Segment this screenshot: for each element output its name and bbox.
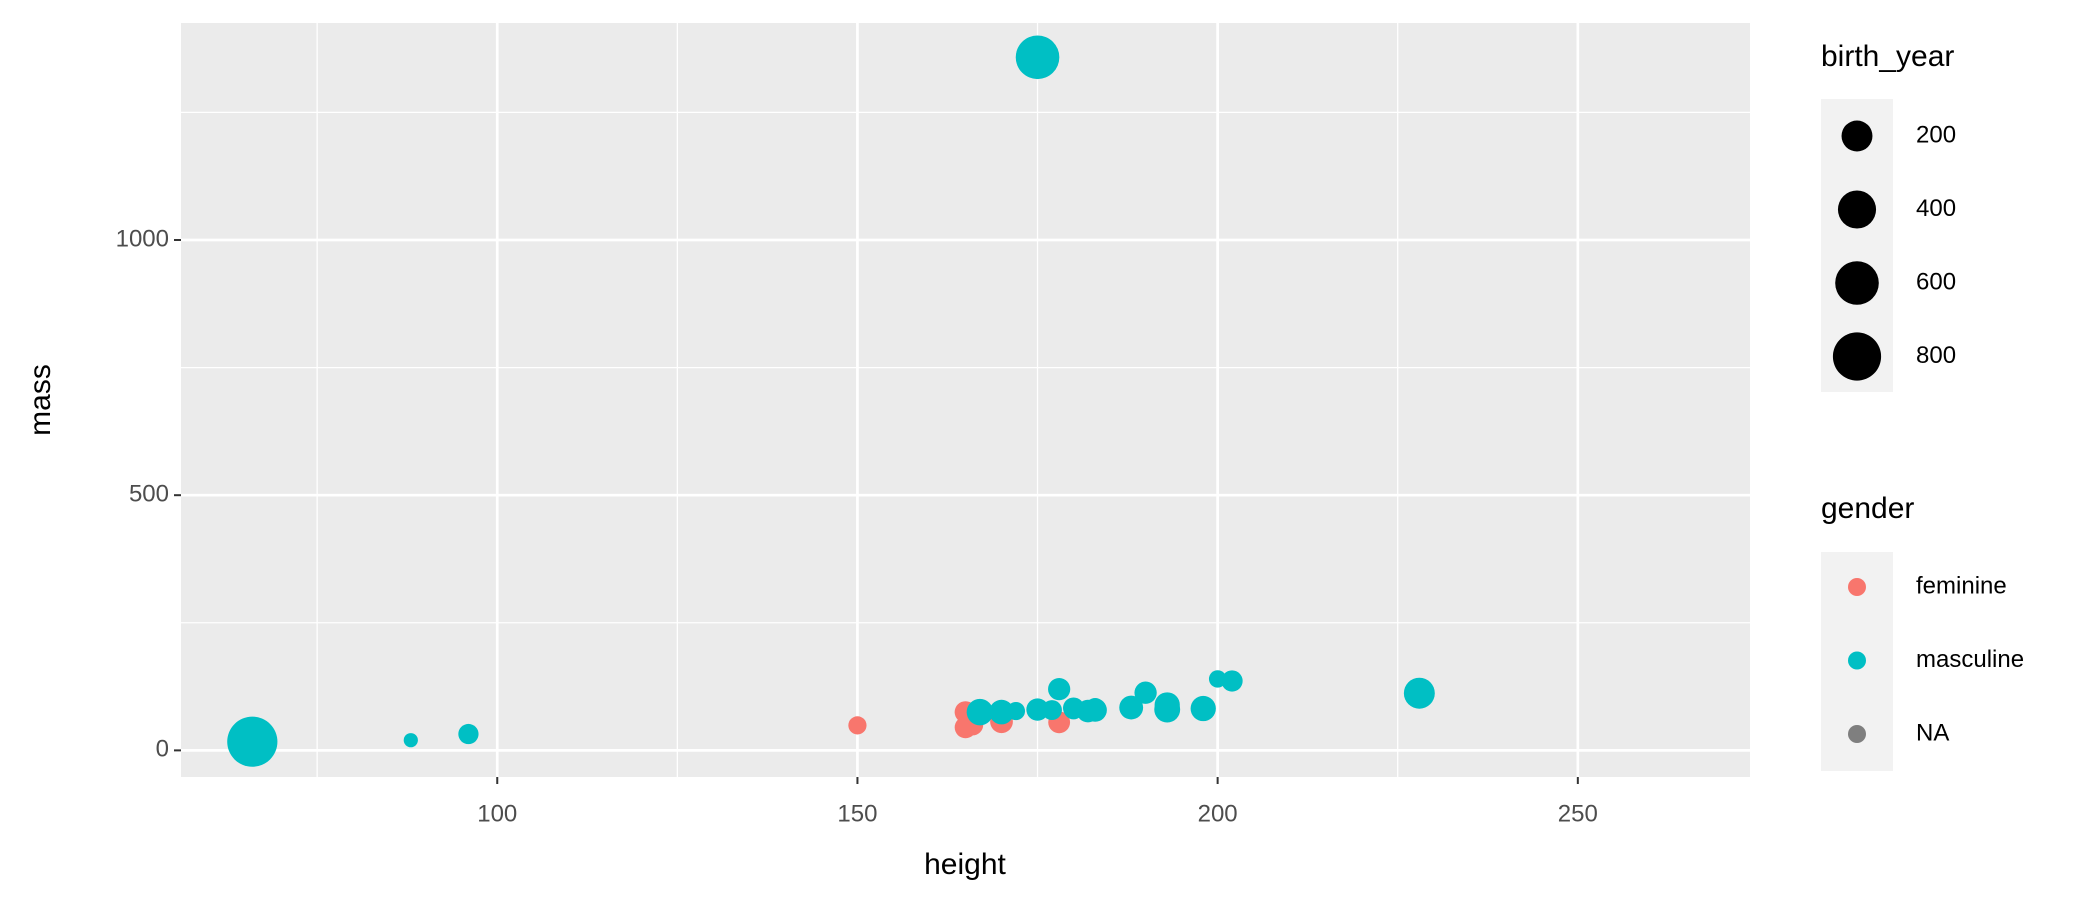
size-legend-label: 600 [1916,268,1956,295]
point [1208,670,1227,688]
point [1083,698,1107,722]
color-legend-key [1848,725,1866,743]
size-legend-key [1835,261,1879,305]
y-tick-label: 500 [129,481,169,508]
point [403,733,418,748]
y-tick-label: 1000 [116,225,169,252]
point [1048,678,1071,701]
point [1403,677,1435,709]
y-tick-label: 0 [156,736,169,763]
point [989,699,1014,725]
color-legend-label: NA [1916,719,1949,746]
x-axis-title: height [924,848,1006,881]
point [1154,696,1181,723]
x-tick-label: 150 [837,800,877,827]
size-legend-title: birth_year [1821,40,1954,73]
x-tick-label: 200 [1198,800,1238,827]
color-legend-key [1848,578,1866,596]
point [1221,670,1243,692]
size-legend-key [1841,120,1873,152]
point [1062,697,1085,719]
size-legend-label: 200 [1916,121,1956,148]
point [227,716,278,767]
point [966,698,994,726]
color-legend-title: gender [1821,492,1914,525]
size-legend-label: 400 [1916,195,1956,222]
point [1134,681,1157,704]
color-legend-key [1848,651,1866,670]
point [1026,698,1049,721]
y-axis-title: mass [24,364,57,436]
point [1121,700,1141,719]
x-tick-label: 100 [477,800,517,827]
point [848,716,867,735]
panel [181,23,1750,777]
size-legend-key [1832,332,1882,381]
size-legend-label: 800 [1916,342,1956,369]
point [1190,695,1216,722]
x-tick-label: 250 [1558,800,1598,827]
point [1015,35,1060,80]
size-legend-key [1837,190,1877,229]
color-legend-label: masculine [1916,646,2024,673]
point [458,723,479,745]
color-legend-label: feminine [1916,572,2007,599]
